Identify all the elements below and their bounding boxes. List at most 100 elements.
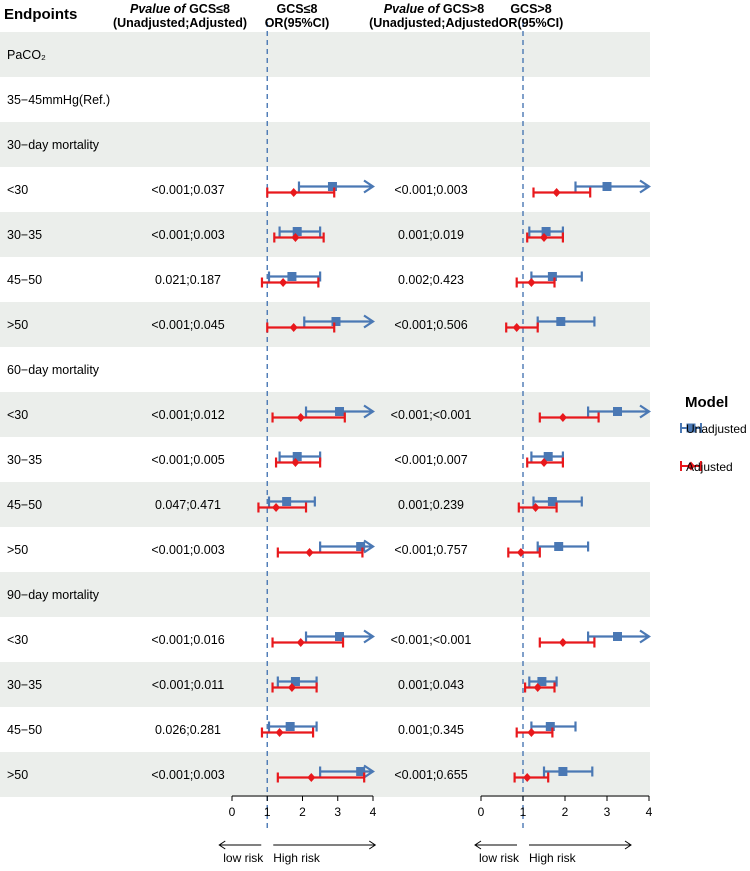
row-label: 35−45mmHg(Ref.) — [7, 93, 110, 107]
point-estimate — [527, 728, 536, 737]
high-risk-label: High risk — [529, 851, 577, 865]
ci-arrow — [363, 314, 375, 329]
pvalue-gcs-gt8: <0.001;0.506 — [394, 318, 467, 332]
legend-title: Model — [685, 394, 728, 411]
pvalue-gcs-le8: 0.021;0.187 — [155, 273, 221, 287]
row-label: <30 — [7, 183, 28, 197]
pvalue-gcs-gt8: 0.001;0.239 — [398, 498, 464, 512]
pvalue-gcs-le8: <0.001;0.016 — [151, 633, 224, 647]
pvalue-gcs-le8: <0.001;0.011 — [152, 678, 224, 692]
high-risk-label: High risk — [273, 851, 321, 865]
pvalue-gcs-gt8: <0.001;<0.001 — [391, 408, 472, 422]
row-background — [0, 392, 650, 437]
ci-arrow — [363, 179, 375, 194]
row-background — [0, 572, 650, 617]
pvalue-gcs-le8: <0.001;0.003 — [151, 228, 224, 242]
point-estimate — [552, 188, 561, 197]
row-label: 30−35 — [7, 678, 42, 692]
point-estimate — [540, 458, 548, 467]
row-background — [0, 662, 650, 707]
x-tick-label: 0 — [478, 805, 485, 819]
point-estimate — [272, 503, 281, 512]
row-background — [0, 32, 650, 77]
point-estimate — [613, 632, 622, 641]
point-estimate — [543, 452, 553, 461]
low-risk-arrowhead — [218, 840, 226, 850]
point-estimate — [558, 767, 568, 776]
point-estimate — [279, 278, 288, 287]
point-estimate — [290, 677, 300, 686]
point-estimate — [296, 413, 305, 422]
pvalue-gcs-le8: 0.026;0.281 — [155, 723, 221, 737]
legend-marker — [686, 423, 696, 433]
row-label: 45−50 — [7, 498, 42, 512]
point-estimate — [291, 458, 300, 467]
point-estimate — [292, 227, 302, 236]
row-label: <30 — [7, 633, 28, 647]
header-pvalue-gt8-sub: (Unadjusted;Adjusted — [369, 16, 499, 30]
header-pvalue-le8-sub: (Unadjusted;Adjusted) — [112, 16, 248, 30]
header-endpoints: Endpoints — [4, 6, 78, 23]
point-estimate — [305, 548, 314, 557]
x-tick-label: 3 — [604, 805, 611, 819]
pvalue-gcs-gt8: <0.001;<0.001 — [391, 633, 472, 647]
point-estimate — [613, 407, 622, 416]
row-background — [0, 302, 650, 347]
ci-arrow — [363, 629, 375, 644]
pvalue-gcs-gt8: <0.001;0.655 — [394, 768, 467, 782]
point-estimate — [602, 182, 612, 191]
x-tick-label: 2 — [562, 805, 569, 819]
point-estimate — [289, 188, 298, 197]
low-risk-label: low risk — [479, 851, 520, 865]
header-or-gcs-gt8: GCS>8 OR(95%CI) — [496, 2, 566, 30]
ci-arrow — [363, 404, 375, 419]
row-label: 45−50 — [7, 723, 42, 737]
header-or-le8-sub: OR(95%CI) — [264, 16, 330, 30]
row-label: 60−day mortality — [7, 363, 100, 377]
row-label: 30−35 — [7, 453, 42, 467]
pvalue-gcs-gt8: <0.001;0.003 — [394, 183, 467, 197]
point-estimate — [327, 182, 337, 191]
point-estimate — [545, 722, 555, 731]
point-estimate — [287, 272, 297, 281]
point-estimate — [558, 413, 567, 422]
row-label: >50 — [7, 543, 28, 557]
pvalue-gcs-le8: <0.001;0.005 — [151, 453, 224, 467]
row-background — [0, 122, 650, 167]
ci-arrow — [639, 629, 651, 644]
pvalue-gcs-gt8: <0.001;0.007 — [394, 453, 467, 467]
x-tick-label: 1 — [264, 805, 271, 819]
x-tick-label: 2 — [299, 805, 306, 819]
pvalue-gcs-gt8: 0.002;0.423 — [398, 273, 464, 287]
legend-label: Adjusted — [686, 460, 733, 474]
header-pvalue-gt8-italic: Pvalue of — [383, 2, 440, 16]
high-risk-arrowhead — [368, 840, 377, 850]
pvalue-gcs-gt8: 0.001;0.019 — [398, 228, 464, 242]
row-label: PaCO₂ — [7, 48, 46, 62]
low-risk-arrowhead — [474, 840, 482, 850]
point-estimate — [282, 497, 292, 506]
pvalue-gcs-le8: <0.001;0.003 — [151, 543, 224, 557]
pvalue-gcs-gt8: 0.001;0.345 — [398, 723, 464, 737]
x-tick-label: 1 — [520, 805, 527, 819]
point-estimate — [541, 227, 551, 236]
legend-marker — [687, 461, 695, 471]
pvalue-gcs-le8: <0.001;0.012 — [151, 408, 224, 422]
pvalue-gcs-le8: 0.047;0.471 — [155, 498, 221, 512]
point-estimate — [540, 233, 548, 242]
x-tick-label: 3 — [334, 805, 341, 819]
pvalue-gcs-gt8: <0.001;0.757 — [394, 543, 467, 557]
header-or-gt8-sub: OR(95%CI) — [498, 16, 564, 30]
point-estimate — [516, 548, 525, 557]
point-estimate — [292, 452, 302, 461]
point-estimate — [307, 773, 316, 782]
point-estimate — [275, 728, 284, 737]
point-estimate — [533, 683, 542, 692]
pvalue-gcs-le8: <0.001;0.045 — [151, 318, 224, 332]
pvalue-gcs-gt8: 0.001;0.043 — [398, 678, 464, 692]
x-tick-label: 4 — [646, 805, 653, 819]
header-pvalue-gcs-gt8: Pvalue of GCS>8 (Unadjusted;Adjusted — [360, 2, 508, 30]
header-pvalue-gcs-le8: Pvalue of GCS≤8 (Unadjusted;Adjusted) — [105, 2, 255, 30]
ci-arrow — [363, 764, 375, 779]
